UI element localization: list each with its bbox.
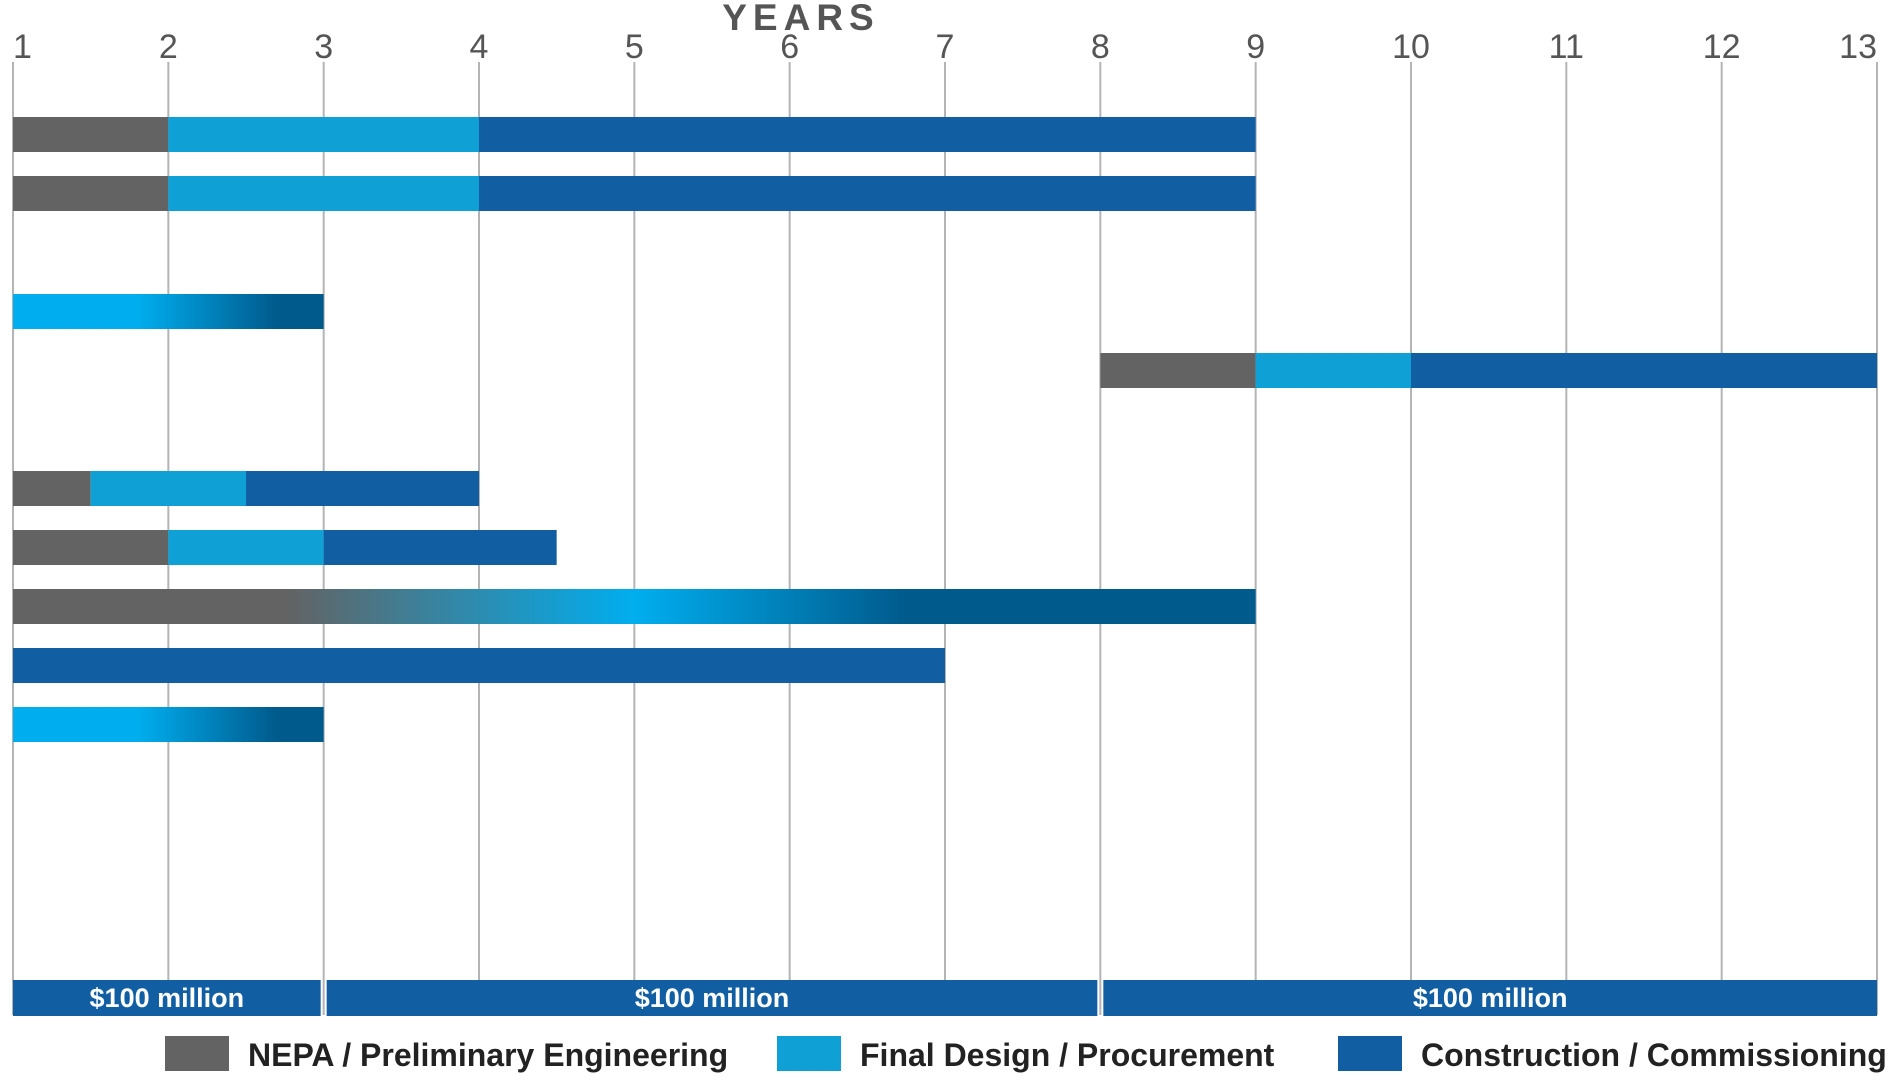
funding-label: $100 million <box>635 983 790 1013</box>
timeline-bar-gradient-design-construction-segment <box>13 707 324 742</box>
x-tick-label: 3 <box>314 28 333 66</box>
timeline-bar-nepa-segment <box>13 471 91 506</box>
timeline-bar-nepa-segment <box>13 176 169 211</box>
legend-swatch-construction <box>1338 1036 1402 1071</box>
x-tick-label: 13 <box>1839 28 1877 66</box>
timeline-bar-design-segment <box>1255 353 1411 388</box>
timeline-bar-construction-segment <box>479 176 1256 211</box>
timeline-bar-design-segment <box>168 176 480 211</box>
legend-swatch-design <box>777 1036 841 1071</box>
timeline-bar-gradient-design-construction-segment <box>13 294 324 329</box>
legend-label-design: Final Design / Procurement <box>860 1037 1275 1073</box>
timeline-bar-construction-segment <box>1411 353 1877 388</box>
funding-label: $100 million <box>90 983 245 1013</box>
x-tick-label: 9 <box>1246 28 1265 66</box>
x-tick-label: 5 <box>625 28 644 66</box>
timeline-bar-design-segment <box>90 471 247 506</box>
x-tick-label: 12 <box>1703 28 1741 66</box>
legend-swatch-nepa <box>165 1036 229 1071</box>
x-tick-label: 11 <box>1549 28 1584 66</box>
legend-label-construction: Construction / Commissioning <box>1421 1037 1887 1073</box>
timeline-bar-nepa-segment <box>1100 353 1256 388</box>
timeline-bar-construction-segment <box>323 530 557 565</box>
axis-title: YEARS <box>722 0 879 38</box>
timeline-bar-design-segment <box>168 530 324 565</box>
funding-blocks: $100 million $100 million $100 million <box>13 980 1877 1016</box>
timeline-bar-construction-segment <box>479 117 1256 152</box>
x-tick-label: 1 <box>13 28 32 66</box>
x-tick-label: 4 <box>470 28 489 66</box>
funding-block <box>1103 980 1877 1016</box>
timeline-bar-nepa-segment <box>13 530 169 565</box>
x-tick-label: 6 <box>780 28 799 66</box>
legend-label-nepa: NEPA / Preliminary Engineering <box>248 1037 728 1073</box>
x-tick-label: 7 <box>936 28 955 66</box>
funding-label: $100 million <box>1413 983 1568 1013</box>
timeline-bar-design-segment <box>168 117 480 152</box>
x-tick-label: 2 <box>159 28 178 66</box>
timeline-bar-construction-segment <box>13 648 945 683</box>
timeline-bar-nepa-segment <box>13 117 169 152</box>
timeline-bars <box>13 117 1877 742</box>
timeline-bar-construction-segment <box>246 471 479 506</box>
legend: NEPA / Preliminary Engineering Final Desi… <box>165 1036 1887 1073</box>
x-tick-label: 8 <box>1091 28 1110 66</box>
funding-block <box>13 980 321 1016</box>
timeline-bar-gradient-all-segment <box>13 589 1256 624</box>
x-axis-ticks: 1 2 3 4 5 6 7 8 9 10 11 12 13 <box>13 28 1877 66</box>
funding-block <box>326 980 1098 1016</box>
grid-lines <box>12 62 1878 1015</box>
x-tick-label: 10 <box>1392 28 1430 66</box>
